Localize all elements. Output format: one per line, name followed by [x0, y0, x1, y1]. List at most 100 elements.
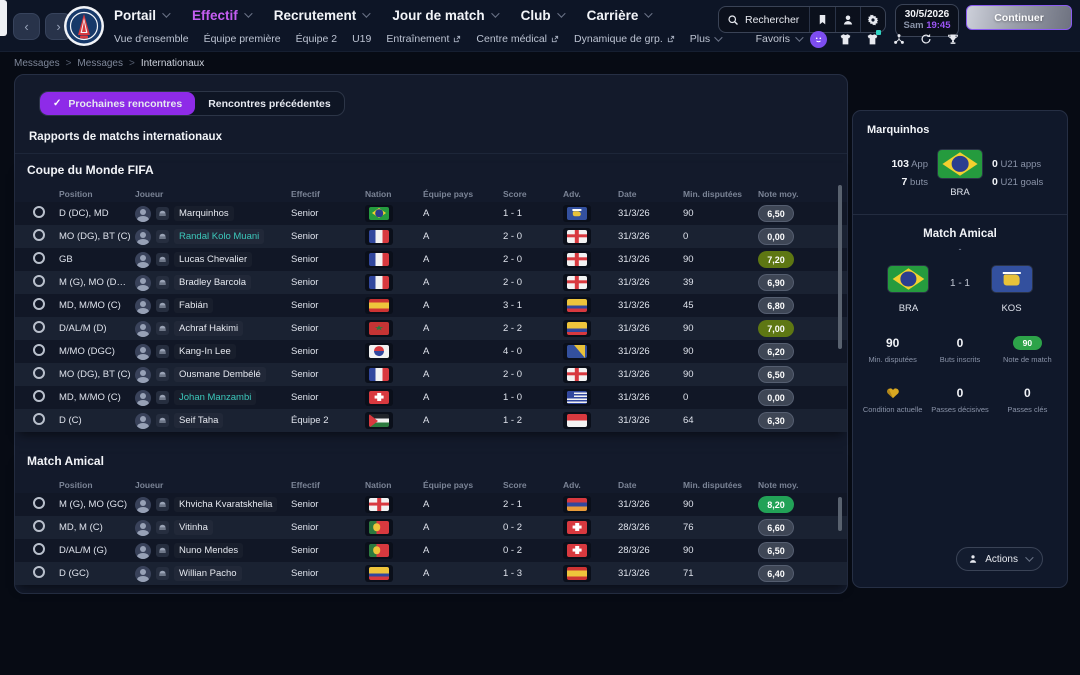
- subnav-vue-d-ensemble[interactable]: Vue d'ensemble: [114, 33, 189, 45]
- table-row[interactable]: D (C)Seif TahaÉquipe 2A1 - 231/3/26646,3…: [15, 409, 847, 432]
- continue-button[interactable]: Continuer: [966, 5, 1072, 30]
- table-scrollbar-thumb[interactable]: [838, 185, 842, 349]
- player-name[interactable]: Willian Pacho: [174, 566, 242, 581]
- row-radio[interactable]: [33, 321, 45, 333]
- home-team[interactable]: BRA: [873, 266, 944, 314]
- favorites-dropdown[interactable]: Favoris: [756, 33, 801, 45]
- row-radio[interactable]: [33, 275, 45, 287]
- breadcrumb-item[interactable]: Internationaux: [141, 58, 204, 69]
- player-name[interactable]: Lucas Chevalier: [174, 252, 252, 267]
- column-header-score[interactable]: Score: [503, 480, 563, 490]
- player-name[interactable]: Seif Taha: [174, 413, 223, 428]
- table-row[interactable]: MD, M (C)VitinhaSeniorA0 - 228/3/26766,6…: [15, 516, 847, 539]
- player-name[interactable]: Fabián: [174, 298, 213, 313]
- row-radio[interactable]: [33, 520, 45, 532]
- club-logo[interactable]: [63, 5, 105, 47]
- subnav-u19[interactable]: U19: [352, 33, 371, 45]
- table2-scrollbar-thumb[interactable]: [838, 497, 842, 531]
- nav-portail[interactable]: Portail: [114, 8, 168, 23]
- nav-recrutement[interactable]: Recrutement: [274, 8, 369, 23]
- row-radio[interactable]: [33, 367, 45, 379]
- column-header-min-disputées[interactable]: Min. disputées: [683, 189, 758, 199]
- column-header-effectif[interactable]: Effectif: [291, 189, 365, 199]
- row-radio[interactable]: [33, 344, 45, 356]
- column-header-nation[interactable]: Nation: [365, 189, 423, 199]
- bookmark-icon[interactable]: [810, 7, 835, 32]
- table-row[interactable]: MO (DG), BT (C)Randal Kolo MuaniSeniorA2…: [15, 225, 847, 248]
- row-radio[interactable]: [33, 229, 45, 241]
- row-radio[interactable]: [33, 252, 45, 264]
- column-header-note-moy-[interactable]: Note moy.: [758, 480, 838, 490]
- column-header-date[interactable]: Date: [618, 480, 683, 490]
- column-header-équipe-pays[interactable]: Équipe pays: [423, 480, 503, 490]
- subnav-équipe-première[interactable]: Équipe première: [204, 33, 281, 45]
- tactics-org-icon[interactable]: [890, 30, 908, 48]
- column-header-min-disputées[interactable]: Min. disputées: [683, 480, 758, 490]
- tab-prochaines-rencontres[interactable]: ✓Prochaines rencontres: [40, 92, 195, 115]
- player-name[interactable]: Johan Manzambi: [174, 390, 256, 405]
- player-name[interactable]: Bradley Barcola: [174, 275, 251, 290]
- table-row[interactable]: MO (DG), BT (C)Ousmane DembéléSeniorA2 -…: [15, 363, 847, 386]
- subnav-équipe-2[interactable]: Équipe 2: [296, 33, 337, 45]
- player-name[interactable]: Vitinha: [174, 520, 213, 535]
- table-row[interactable]: M (G), MO (D…Bradley BarcolaSeniorA2 - 0…: [15, 271, 847, 294]
- row-radio[interactable]: [33, 390, 45, 402]
- row-radio[interactable]: [33, 566, 45, 578]
- row-radio[interactable]: [33, 413, 45, 425]
- table-row[interactable]: M (G), MO (GC)Khvicha KvaratskheliaSenio…: [15, 493, 847, 516]
- away-team[interactable]: KOS: [976, 266, 1047, 314]
- settings-gear-icon[interactable]: [860, 7, 885, 32]
- column-header-joueur[interactable]: Joueur: [135, 189, 291, 199]
- table-row[interactable]: D (DC), MDMarquinhosSeniorA1 - 131/3/269…: [15, 202, 847, 225]
- nav-effectif[interactable]: Effectif: [192, 8, 250, 23]
- row-radio[interactable]: [33, 543, 45, 555]
- column-header-score[interactable]: Score: [503, 189, 563, 199]
- assistant-chat-icon[interactable]: [810, 31, 827, 48]
- breadcrumb-item[interactable]: Messages: [77, 58, 123, 69]
- column-header-note-moy-[interactable]: Note moy.: [758, 189, 838, 199]
- sync-icon[interactable]: [917, 30, 935, 48]
- subnav-centre-médical[interactable]: Centre médical: [476, 33, 559, 45]
- player-name[interactable]: Kang-In Lee: [174, 344, 236, 359]
- column-header-nation[interactable]: Nation: [365, 480, 423, 490]
- column-header-position[interactable]: Position: [59, 480, 135, 490]
- player-name[interactable]: Nuno Mendes: [174, 543, 243, 558]
- kit-notification-icon[interactable]: [863, 30, 881, 48]
- squad-shirt-icon[interactable]: [836, 30, 854, 48]
- search-input[interactable]: Rechercher: [719, 7, 810, 32]
- nav-club[interactable]: Club: [521, 8, 563, 23]
- subnav-dynamique-de-grp-[interactable]: Dynamique de grp.: [574, 33, 675, 45]
- sidebar-player-name[interactable]: Marquinhos: [867, 124, 1053, 136]
- history-back-button[interactable]: ‹: [13, 13, 40, 40]
- breadcrumb-item[interactable]: Messages: [14, 58, 60, 69]
- table-row[interactable]: D/AL/M (D)Achraf HakimiSeniorA2 - 231/3/…: [15, 317, 847, 340]
- table-row[interactable]: MD, M/MO (C)Johan ManzambiSeniorA1 - 031…: [15, 386, 847, 409]
- nav-jour-de-match[interactable]: Jour de match: [392, 8, 496, 23]
- subnav-entraînement[interactable]: Entraînement: [386, 33, 461, 45]
- column-header-équipe-pays[interactable]: Équipe pays: [423, 189, 503, 199]
- column-header-effectif[interactable]: Effectif: [291, 480, 365, 490]
- nav-carrière[interactable]: Carrière: [587, 8, 651, 23]
- trophy-icon[interactable]: [944, 30, 962, 48]
- table-row[interactable]: D/AL/M (G)Nuno MendesSeniorA0 - 228/3/26…: [15, 539, 847, 562]
- player-name[interactable]: Randal Kolo Muani: [174, 229, 264, 244]
- player-name[interactable]: Ousmane Dembélé: [174, 367, 266, 382]
- player-name[interactable]: Achraf Hakimi: [174, 321, 243, 336]
- player-name[interactable]: Khvicha Kvaratskhelia: [174, 497, 277, 512]
- column-header-adv-[interactable]: Adv.: [563, 480, 618, 490]
- row-radio[interactable]: [33, 298, 45, 310]
- tab-rencontres-précédentes[interactable]: Rencontres précédentes: [195, 92, 344, 115]
- table-row[interactable]: MD, M/MO (C)FabiánSeniorA3 - 131/3/26456…: [15, 294, 847, 317]
- subnav-plus[interactable]: Plus: [690, 33, 720, 45]
- profile-icon[interactable]: [835, 7, 860, 32]
- table-row[interactable]: D (GC)Willian PachoSeniorA1 - 331/3/2671…: [15, 562, 847, 585]
- player-name[interactable]: Marquinhos: [174, 206, 234, 221]
- column-header-joueur[interactable]: Joueur: [135, 480, 291, 490]
- row-radio[interactable]: [33, 497, 45, 509]
- column-header-position[interactable]: Position: [59, 189, 135, 199]
- actions-button[interactable]: Actions: [956, 547, 1043, 571]
- row-radio[interactable]: [33, 206, 45, 218]
- table-row[interactable]: GBLucas ChevalierSeniorA2 - 031/3/26907,…: [15, 248, 847, 271]
- table-row[interactable]: M/MO (DGC)Kang-In LeeSeniorA4 - 031/3/26…: [15, 340, 847, 363]
- column-header-adv-[interactable]: Adv.: [563, 189, 618, 199]
